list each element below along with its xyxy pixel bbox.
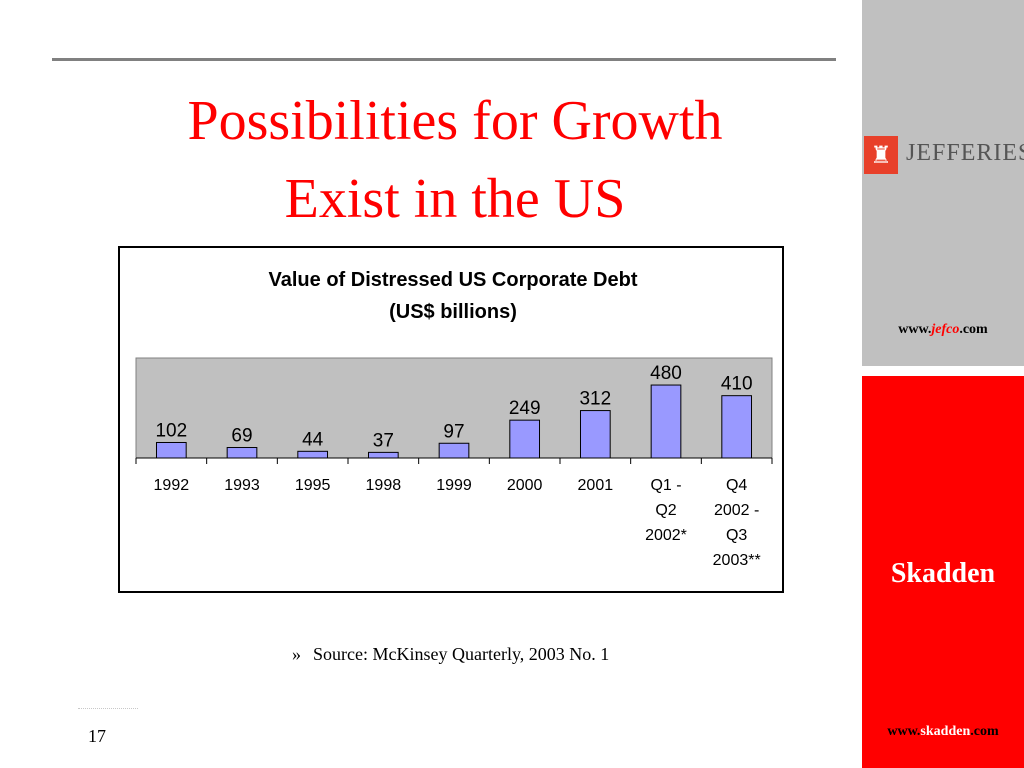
jefferies-url-suffix: .com [959, 322, 988, 337]
x-tick-label-8-3: 2003** [713, 552, 761, 569]
x-tick-label-7-1: Q2 [655, 502, 676, 519]
x-tick-label-7-2: 2002* [645, 527, 687, 544]
bar-3 [367, 451, 399, 459]
slide-number: 17 [88, 726, 106, 746]
bar-7 [650, 384, 682, 459]
chart-subtitle: (US$ billions) [389, 301, 517, 323]
bar-chart: Value of Distressed US Corporate Debt (US… [135, 269, 773, 569]
jefferies-url-prefix: www. [898, 322, 932, 337]
data-label-4: 97 [443, 421, 464, 442]
skadden-url-prefix: www. [887, 724, 921, 739]
x-tick-label-7-0: Q1 - [650, 477, 681, 494]
jefferies-name: JEFFERIES [906, 140, 1024, 166]
skadden-panel [862, 376, 1024, 768]
data-label-0: 102 [155, 420, 187, 441]
jefferies-panel [862, 0, 1024, 366]
slide-title: Possibilities for Growth Exist in the US [60, 82, 850, 238]
skadden-url-domain: skadden [920, 724, 971, 739]
skadden-url[interactable]: www.skadden.com [862, 724, 1024, 740]
x-tick-label-5-0: 2000 [507, 477, 543, 494]
data-label-7: 480 [650, 363, 682, 384]
x-tick-label-8-1: 2002 - [714, 502, 759, 519]
data-label-5: 249 [509, 398, 541, 419]
bar-4 [438, 442, 470, 459]
bar-5 [509, 419, 541, 459]
x-tick-label-8-0: Q4 [726, 477, 747, 494]
bar-6 [579, 410, 611, 459]
x-tick-label-2-0: 1995 [295, 477, 331, 494]
bar-1 [226, 447, 258, 459]
bar-8 [721, 395, 753, 459]
title-line-1: Possibilities for Growth [187, 90, 723, 152]
x-tick-label-8-2: Q3 [726, 527, 747, 544]
data-label-3: 37 [373, 430, 394, 451]
bar-0 [155, 441, 187, 459]
data-label-8: 410 [721, 374, 753, 395]
x-tick-label-1-0: 1993 [224, 477, 260, 494]
top-rule [52, 58, 836, 61]
source-text: Source: McKinsey Quarterly, 2003 No. 1 [313, 644, 610, 664]
data-label-6: 312 [579, 389, 611, 410]
skadden-url-suffix: .com [970, 724, 999, 739]
x-tick-label-0-0: 1992 [154, 477, 190, 494]
source-note: » Source: McKinsey Quarterly, 2003 No. 1 [292, 644, 609, 665]
footer-dotted-rule [78, 708, 138, 709]
chart-title: Value of Distressed US Corporate Debt [269, 269, 638, 291]
bar-2 [297, 450, 329, 459]
x-tick-label-6-0: 2001 [578, 477, 614, 494]
jefferies-logo-icon: ♜ [864, 136, 898, 174]
data-label-2: 44 [302, 429, 324, 450]
jefferies-url[interactable]: www.jefco.com [862, 322, 1024, 338]
x-tick-label-3-0: 1998 [366, 477, 402, 494]
data-label-1: 69 [231, 426, 252, 447]
x-tick-label-4-0: 1999 [436, 477, 472, 494]
source-bullet: » [292, 644, 301, 664]
jefferies-url-domain: jefco [931, 322, 960, 337]
chart-frame: Value of Distressed US Corporate Debt (US… [118, 246, 784, 593]
title-line-2: Exist in the US [284, 168, 626, 230]
skadden-name: Skadden [890, 558, 996, 589]
